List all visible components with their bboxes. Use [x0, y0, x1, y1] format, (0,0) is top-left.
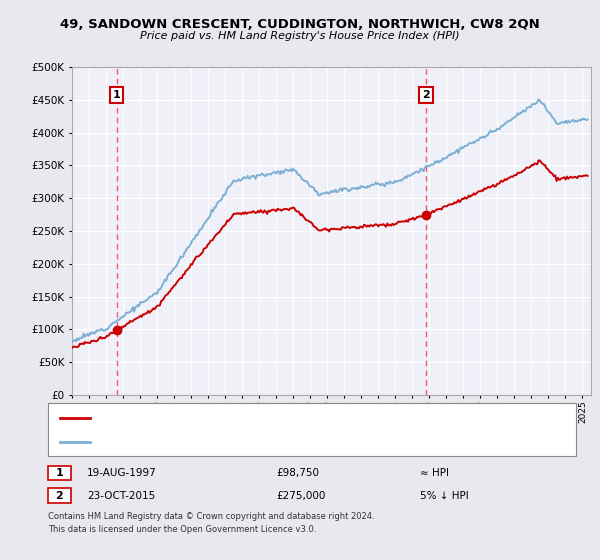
- Text: 1: 1: [113, 90, 121, 100]
- Text: 5% ↓ HPI: 5% ↓ HPI: [420, 491, 469, 501]
- Text: 49, SANDOWN CRESCENT, CUDDINGTON, NORTHWICH, CW8 2QN: 49, SANDOWN CRESCENT, CUDDINGTON, NORTHW…: [60, 18, 540, 31]
- Text: HPI: Average price, detached house, Cheshire West and Chester: HPI: Average price, detached house, Ches…: [99, 437, 413, 447]
- Text: 2: 2: [422, 90, 430, 100]
- Text: This data is licensed under the Open Government Licence v3.0.: This data is licensed under the Open Gov…: [48, 525, 316, 534]
- Text: £275,000: £275,000: [276, 491, 325, 501]
- Text: Contains HM Land Registry data © Crown copyright and database right 2024.: Contains HM Land Registry data © Crown c…: [48, 512, 374, 521]
- Text: £98,750: £98,750: [276, 468, 319, 478]
- Text: 1: 1: [56, 468, 63, 478]
- Text: ≈ HPI: ≈ HPI: [420, 468, 449, 478]
- Text: 23-OCT-2015: 23-OCT-2015: [87, 491, 155, 501]
- Text: 2: 2: [56, 491, 63, 501]
- Text: Price paid vs. HM Land Registry's House Price Index (HPI): Price paid vs. HM Land Registry's House …: [140, 31, 460, 41]
- Text: 49, SANDOWN CRESCENT, CUDDINGTON, NORTHWICH, CW8 2QN (detached house): 49, SANDOWN CRESCENT, CUDDINGTON, NORTHW…: [99, 413, 508, 423]
- Text: 19-AUG-1997: 19-AUG-1997: [87, 468, 157, 478]
